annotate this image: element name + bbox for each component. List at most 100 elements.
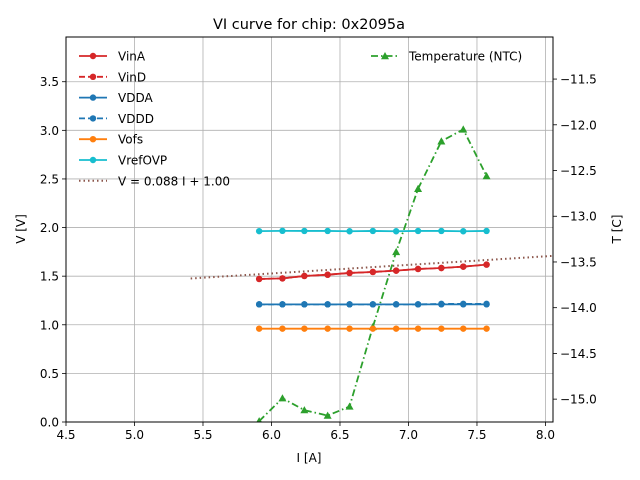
data-point xyxy=(278,394,287,402)
y2-tick-label: −14.0 xyxy=(560,301,597,315)
legend-entry: Vofs xyxy=(79,133,143,147)
legend-marker xyxy=(381,52,389,60)
legend-marker xyxy=(89,136,97,143)
legend-marker xyxy=(89,94,97,101)
data-point xyxy=(369,227,377,235)
data-point xyxy=(255,275,263,283)
data-point xyxy=(300,406,309,414)
series-line xyxy=(258,128,488,422)
data-point xyxy=(279,275,286,282)
data-point xyxy=(369,301,377,308)
y2-tick-label: −13.0 xyxy=(560,210,597,224)
fit-line xyxy=(190,254,553,280)
data-point xyxy=(324,325,331,332)
data-point xyxy=(345,402,354,410)
legend-label: VinA xyxy=(118,50,146,64)
y-tick-label: 3.5 xyxy=(40,75,59,89)
data-point xyxy=(346,301,353,308)
data-point xyxy=(414,325,422,332)
legend-entry: VrefOVP xyxy=(79,154,167,168)
data-point xyxy=(460,300,467,308)
legend-entry: VinD xyxy=(79,70,146,84)
data-point xyxy=(392,247,401,256)
data-point xyxy=(414,227,422,235)
x-tick-label: 7.5 xyxy=(467,428,486,442)
chart-title: VI curve for chip: 0x2095a xyxy=(213,17,405,33)
data-point xyxy=(369,268,377,276)
x-axis: 4.5 5.0 5.5 6.0 6.5 7.0 7.5 8.0 xyxy=(56,422,555,442)
y2-tick-label: −11.5 xyxy=(560,73,597,87)
data-point xyxy=(301,301,308,308)
data-point xyxy=(459,125,468,133)
x-tick-label: 4.5 xyxy=(56,428,75,442)
x-tick-label: 5.5 xyxy=(193,428,212,442)
data-point xyxy=(324,271,331,278)
data-point xyxy=(392,301,400,308)
data-point xyxy=(482,172,491,180)
x-tick-label: 6.5 xyxy=(330,428,349,442)
axes-frame xyxy=(65,36,554,423)
legend-marker xyxy=(89,156,97,164)
y2-tick-label: −12.0 xyxy=(560,118,597,132)
data-point xyxy=(437,137,446,145)
x-tick-label: 6.0 xyxy=(262,428,281,442)
data-point xyxy=(414,265,422,273)
legend-marker xyxy=(89,115,97,122)
data-point xyxy=(438,325,445,332)
legend-label: VDDD xyxy=(118,112,154,126)
legend-label: Temperature (NTC) xyxy=(408,50,522,64)
legend-right: Temperature (NTC) xyxy=(371,50,522,64)
data-point xyxy=(279,325,286,332)
data-point xyxy=(279,301,286,308)
data-point xyxy=(414,301,422,308)
y-axis-label-right: T [C] xyxy=(610,215,624,245)
series-vofs xyxy=(255,325,490,332)
data-point xyxy=(438,264,445,272)
legend-label: VrefOVP xyxy=(118,154,167,168)
x-axis-label: I [A] xyxy=(297,451,322,465)
data-point xyxy=(460,325,467,332)
y-axis-right: −15.0 −14.5 −14.0 −13.5 −13.0 −12.5 −12.0 −11.5 xyxy=(553,73,597,407)
y-tick-label: 3.0 xyxy=(40,124,59,138)
data-point xyxy=(323,411,332,419)
grid xyxy=(65,37,553,423)
data-point xyxy=(460,228,467,235)
data-point xyxy=(483,300,490,308)
y-axis-label-left: V [V] xyxy=(14,214,28,244)
y2-tick-label: −12.5 xyxy=(560,164,597,178)
y-tick-label: 2.0 xyxy=(40,221,59,235)
legend-entry: VDDA xyxy=(79,91,153,105)
data-point xyxy=(346,325,353,332)
legend-marker xyxy=(89,73,97,81)
data-point xyxy=(255,227,263,235)
legend-entry: VinA xyxy=(79,50,146,64)
series-vddd xyxy=(255,300,490,308)
y-tick-label: 1.0 xyxy=(40,318,59,332)
y-tick-label: 1.5 xyxy=(40,270,59,284)
data-point xyxy=(346,269,353,277)
legend-label: V = 0.088 I + 1.00 xyxy=(118,174,230,188)
legend-left: VinA VinD VDDA VDDD Vofs VrefOVP V = 0.088 I +… xyxy=(79,50,230,188)
y-tick-label: 0.0 xyxy=(40,416,59,430)
y-tick-label: 2.5 xyxy=(40,172,59,186)
legend-marker xyxy=(89,52,97,60)
data-point xyxy=(414,184,423,193)
legend-label: Vofs xyxy=(118,133,143,147)
y-axis-left: 0.0 0.5 1.0 1.5 2.0 2.5 3.0 3.5 xyxy=(40,75,66,430)
data-point xyxy=(460,263,467,270)
x-tick-label: 5.0 xyxy=(125,428,144,442)
data-point xyxy=(392,228,400,235)
x-tick-label: 7.0 xyxy=(399,428,418,442)
data-point xyxy=(301,272,308,280)
data-point xyxy=(324,227,331,235)
data-point xyxy=(346,228,353,235)
legend-entry: VDDD xyxy=(79,112,154,126)
y2-tick-label: −15.0 xyxy=(560,393,597,407)
data-point xyxy=(392,325,400,332)
legend-label: VinD xyxy=(118,70,146,84)
data-point xyxy=(483,261,490,268)
data-point xyxy=(392,267,400,274)
data-point xyxy=(301,325,308,332)
